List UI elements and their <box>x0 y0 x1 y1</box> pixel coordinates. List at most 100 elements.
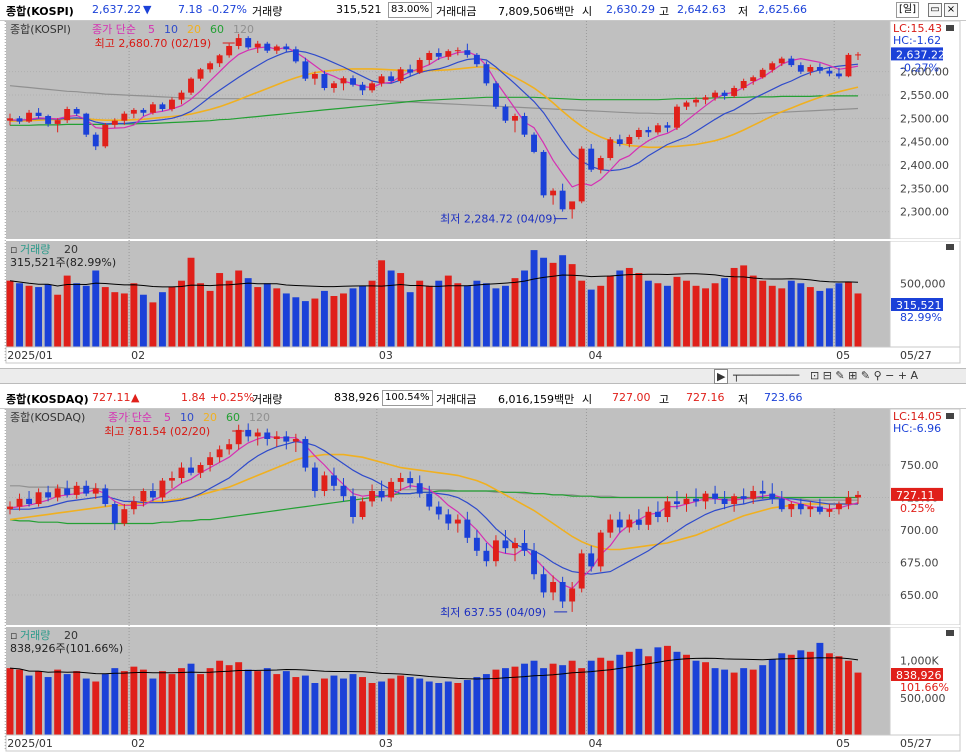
close-icon[interactable]: × <box>944 3 958 17</box>
candle-body <box>464 519 471 538</box>
candle-body <box>283 436 290 442</box>
volume-bar <box>625 651 633 735</box>
volume-period: 20 <box>64 629 78 642</box>
volume-last-label: 838,926 <box>896 669 942 682</box>
volume-bar <box>854 672 862 735</box>
volume-bar <box>702 662 710 735</box>
candle-body <box>588 553 595 567</box>
volume-bar <box>730 267 738 347</box>
candle-body <box>45 116 52 124</box>
volume-bar <box>797 283 805 347</box>
candle-body <box>807 67 814 72</box>
candle-body <box>73 109 80 114</box>
volume-axis-bg <box>889 240 961 348</box>
candle-body <box>693 498 699 502</box>
volume-bar <box>806 651 814 735</box>
date-tick-label: 2025/01 <box>7 349 53 362</box>
candle-body <box>521 116 528 135</box>
period-daily-button[interactable]: [일] <box>896 2 920 18</box>
candle-body <box>626 519 633 528</box>
candle-body <box>550 190 557 196</box>
candle-body <box>378 76 385 84</box>
volume-bar <box>44 284 52 347</box>
hc-value: HC:-6.96 <box>893 422 941 435</box>
volume-ma-line <box>9 657 859 680</box>
volume-bar <box>692 660 700 735</box>
chart-tools-icons[interactable]: ⊡ ⊟ ✎ ⊞ ✎ ⚲ − + A <box>810 369 919 382</box>
volume-label: 거래량 <box>20 629 50 642</box>
chart-toolbar: ▶ ┬───────── ⊡ ⊟ ✎ ⊞ ✎ ⚲ − + A <box>0 368 966 384</box>
candle-body <box>683 102 690 107</box>
volume-bar <box>825 653 833 735</box>
candle-body <box>531 550 537 575</box>
candle-body <box>559 190 566 210</box>
volume-bar <box>578 668 586 735</box>
restore-icon[interactable]: ▭ <box>928 3 942 17</box>
candle-body <box>750 491 757 499</box>
volume-pane-marker: ▫ <box>10 629 17 642</box>
volume-bar <box>835 283 843 347</box>
volume-bar <box>530 660 538 735</box>
candle-body <box>340 78 347 84</box>
candle-body <box>331 475 337 486</box>
price-tick-label: 2,550.00 <box>900 89 949 102</box>
candle-body <box>369 83 376 91</box>
volume-bar <box>692 285 700 347</box>
volume-bar <box>387 270 395 347</box>
volume-bar <box>359 285 366 347</box>
volume-bar <box>340 678 347 735</box>
volume-bar <box>397 675 405 735</box>
volume-bar <box>654 283 662 347</box>
kospi-high: 2,642.63 <box>677 3 726 16</box>
volume-bar <box>273 288 281 347</box>
volume-bar <box>797 650 805 735</box>
candle-body <box>149 491 156 498</box>
volume-bar <box>435 683 443 735</box>
candle-body <box>578 148 585 202</box>
volume-bar <box>349 674 357 735</box>
volume-bar <box>721 669 729 735</box>
candle-body <box>121 113 128 121</box>
candle-body <box>445 514 452 524</box>
candle-body <box>416 483 423 494</box>
volume-bar <box>587 660 595 735</box>
candle-body <box>102 488 109 504</box>
candle-body <box>7 118 13 121</box>
candle-body <box>492 83 499 107</box>
kosdaq-chart[interactable]: 650.00675.00700.00725.00750.00종합(KOSDAQ)… <box>0 409 966 755</box>
volume-bar <box>254 671 262 735</box>
kospi-chart[interactable]: 2,300.00 2,350.00 2,400.00 2,450.00 2,500.00… <box>0 21 966 369</box>
candle-body <box>331 83 337 88</box>
volume-bar <box>816 642 824 735</box>
date-tick-label: 03 <box>379 737 393 750</box>
candle-body <box>216 449 223 458</box>
ma-legend-label: 종가 단순 <box>108 411 152 424</box>
candle-body <box>397 478 404 482</box>
candle-body <box>712 92 719 98</box>
volume-bar <box>73 671 81 735</box>
kosdaq-index-name[interactable]: 종합(KOSDAQ) <box>6 393 89 406</box>
chart-title: 종합(KOSPI) <box>10 23 71 36</box>
ma-legend-period: 20 <box>187 23 201 36</box>
candle-body <box>130 109 137 114</box>
candle-body <box>140 491 147 502</box>
candle-body <box>159 480 166 498</box>
candle-body <box>674 501 680 504</box>
volume-bar <box>587 289 595 347</box>
chart-title: 종합(KOSDAQ) <box>10 411 85 424</box>
kospi-index-name[interactable]: 종합(KOSPI) <box>6 5 74 18</box>
kosdaq-price: 727.11 <box>92 391 131 404</box>
candle-body <box>140 109 147 113</box>
volume-bar <box>787 280 795 347</box>
volume-bar <box>120 293 128 347</box>
hc-value: HC:-1.62 <box>893 34 941 47</box>
kosdaq-change: 1.84 <box>181 391 206 404</box>
zoom-slider[interactable]: ┬───────── <box>733 369 800 382</box>
price-tick-label: 2,350.00 <box>900 182 949 195</box>
volume-bar <box>54 669 62 735</box>
kosdaq-high-label: 고 <box>659 393 670 406</box>
candle-body <box>273 46 280 51</box>
price-tick-label: 2,450.00 <box>900 136 949 149</box>
ma-legend-label: 종가 단순 <box>92 23 136 36</box>
scroll-right-button[interactable]: ▶ <box>714 369 729 384</box>
